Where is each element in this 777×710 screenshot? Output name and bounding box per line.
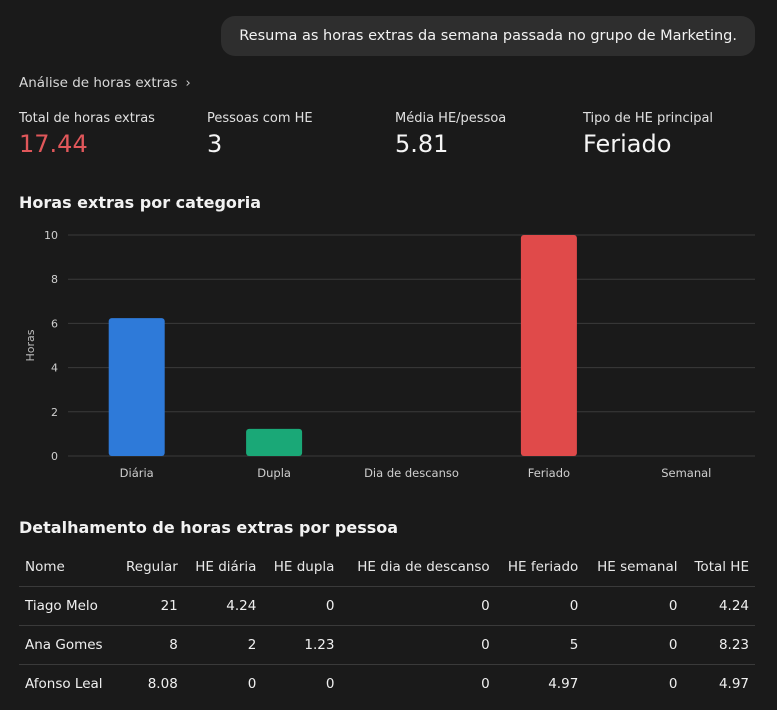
cell-total: 4.97 <box>683 663 755 703</box>
bar-3 <box>520 235 577 456</box>
cell-double: 0 <box>262 663 341 703</box>
bar-1 <box>246 428 303 456</box>
cell-weekly: 0 <box>584 585 684 625</box>
column-header[interactable]: Total HE <box>694 559 749 576</box>
stats-row: Total de horas extras 17.44 Pessoas com … <box>19 111 759 167</box>
stat-value: 5.81 <box>395 130 449 158</box>
user-message-text: Resuma as horas extras da semana passada… <box>239 28 737 44</box>
column-header[interactable]: HE dupla <box>273 559 335 576</box>
x-tick-label: Diária <box>120 466 154 480</box>
y-axis-label: Horas <box>24 329 37 361</box>
column-header[interactable]: Regular <box>126 559 178 576</box>
breadcrumb-label: Análise de horas extras <box>19 75 178 91</box>
cell-daily: 4.24 <box>183 585 263 625</box>
y-tick-label: 4 <box>51 362 58 375</box>
column-header[interactable]: HE dia de descanso <box>357 559 490 576</box>
cell-regular: 8 <box>115 624 184 664</box>
overtime-per-person-table: Nome Regular HE diária HE dupla HE dia d… <box>19 549 755 703</box>
cell-name: Ana Gomes <box>19 624 116 664</box>
stat-label: Total de horas extras <box>19 111 155 126</box>
chart-section-title: Horas extras por categoria <box>19 193 262 212</box>
column-header[interactable]: HE semanal <box>597 559 678 576</box>
cell-weekly: 0 <box>584 624 684 664</box>
stat-value: 3 <box>207 130 223 158</box>
cell-regular: 21 <box>115 585 184 625</box>
y-tick-label: 0 <box>51 450 58 463</box>
cell-double: 1.23 <box>262 624 341 664</box>
cell-name: Tiago Melo <box>19 585 116 625</box>
overtime-by-category-chart: 0 2 4 6 8 10 Horas Diária Dupla Dia de descanso Fe… <box>24 229 755 480</box>
column-header[interactable]: HE diária <box>195 559 257 576</box>
column-header[interactable]: HE feriado <box>507 559 579 576</box>
user-message-bubble: Resuma as horas extras da semana passada… <box>221 16 755 56</box>
table-header-row: Nome Regular HE diária HE dupla HE dia d… <box>19 549 755 586</box>
stat-label: Pessoas com HE <box>207 111 313 126</box>
stat-people-with-overtime: Pessoas com HE 3 <box>207 111 313 158</box>
cell-daily: 2 <box>183 624 263 664</box>
stat-main-overtime-type: Tipo de HE principal Feriado <box>583 111 713 158</box>
x-tick-label: Dia de descanso <box>364 466 459 480</box>
cell-weekly: 0 <box>584 663 684 703</box>
cell-holiday: 5 <box>495 624 585 664</box>
x-tick-label: Dupla <box>257 466 291 480</box>
bar-0 <box>108 318 165 456</box>
cell-total: 8.23 <box>683 624 755 664</box>
y-tick-label: 6 <box>51 317 58 330</box>
x-tick-label: Feriado <box>528 466 570 480</box>
x-tick-label: Semanal <box>661 466 711 480</box>
stat-label: Média HE/pessoa <box>395 111 507 126</box>
cell-holiday: 4.97 <box>495 663 585 703</box>
stat-value: 17.44 <box>19 130 88 158</box>
column-header[interactable]: Nome <box>25 559 65 576</box>
y-tick-label: 2 <box>51 406 58 419</box>
stat-value: Feriado <box>583 130 672 158</box>
cell-rest-day: 0 <box>340 663 496 703</box>
chevron-right-icon: › <box>185 75 191 91</box>
cell-regular: 8.08 <box>115 663 184 703</box>
breadcrumb-overtime-analysis[interactable]: Análise de horas extras › <box>19 75 191 91</box>
stat-average-overtime: Média HE/pessoa 5.81 <box>395 111 506 158</box>
table-row: Tiago Melo 21 4.24 0 0 0 0 4.24 <box>19 585 755 625</box>
y-tick-label: 10 <box>44 229 58 242</box>
cell-double: 0 <box>262 585 341 625</box>
cell-name: Afonso Leal <box>19 663 116 703</box>
y-tick-label: 8 <box>51 273 58 286</box>
table-row: Afonso Leal 8.08 0 0 0 4.97 0 4.97 <box>19 663 755 703</box>
table-row: Ana Gomes 8 2 1.23 0 5 0 8.23 <box>19 624 755 664</box>
cell-rest-day: 0 <box>340 624 496 664</box>
cell-holiday: 0 <box>495 585 585 625</box>
cell-daily: 0 <box>183 663 263 703</box>
table-section-title: Detalhamento de horas extras por pessoa <box>19 518 399 537</box>
stat-label: Tipo de HE principal <box>583 111 714 126</box>
stat-total-overtime: Total de horas extras 17.44 <box>19 111 155 158</box>
cell-total: 4.24 <box>683 585 755 625</box>
cell-rest-day: 0 <box>340 585 496 625</box>
